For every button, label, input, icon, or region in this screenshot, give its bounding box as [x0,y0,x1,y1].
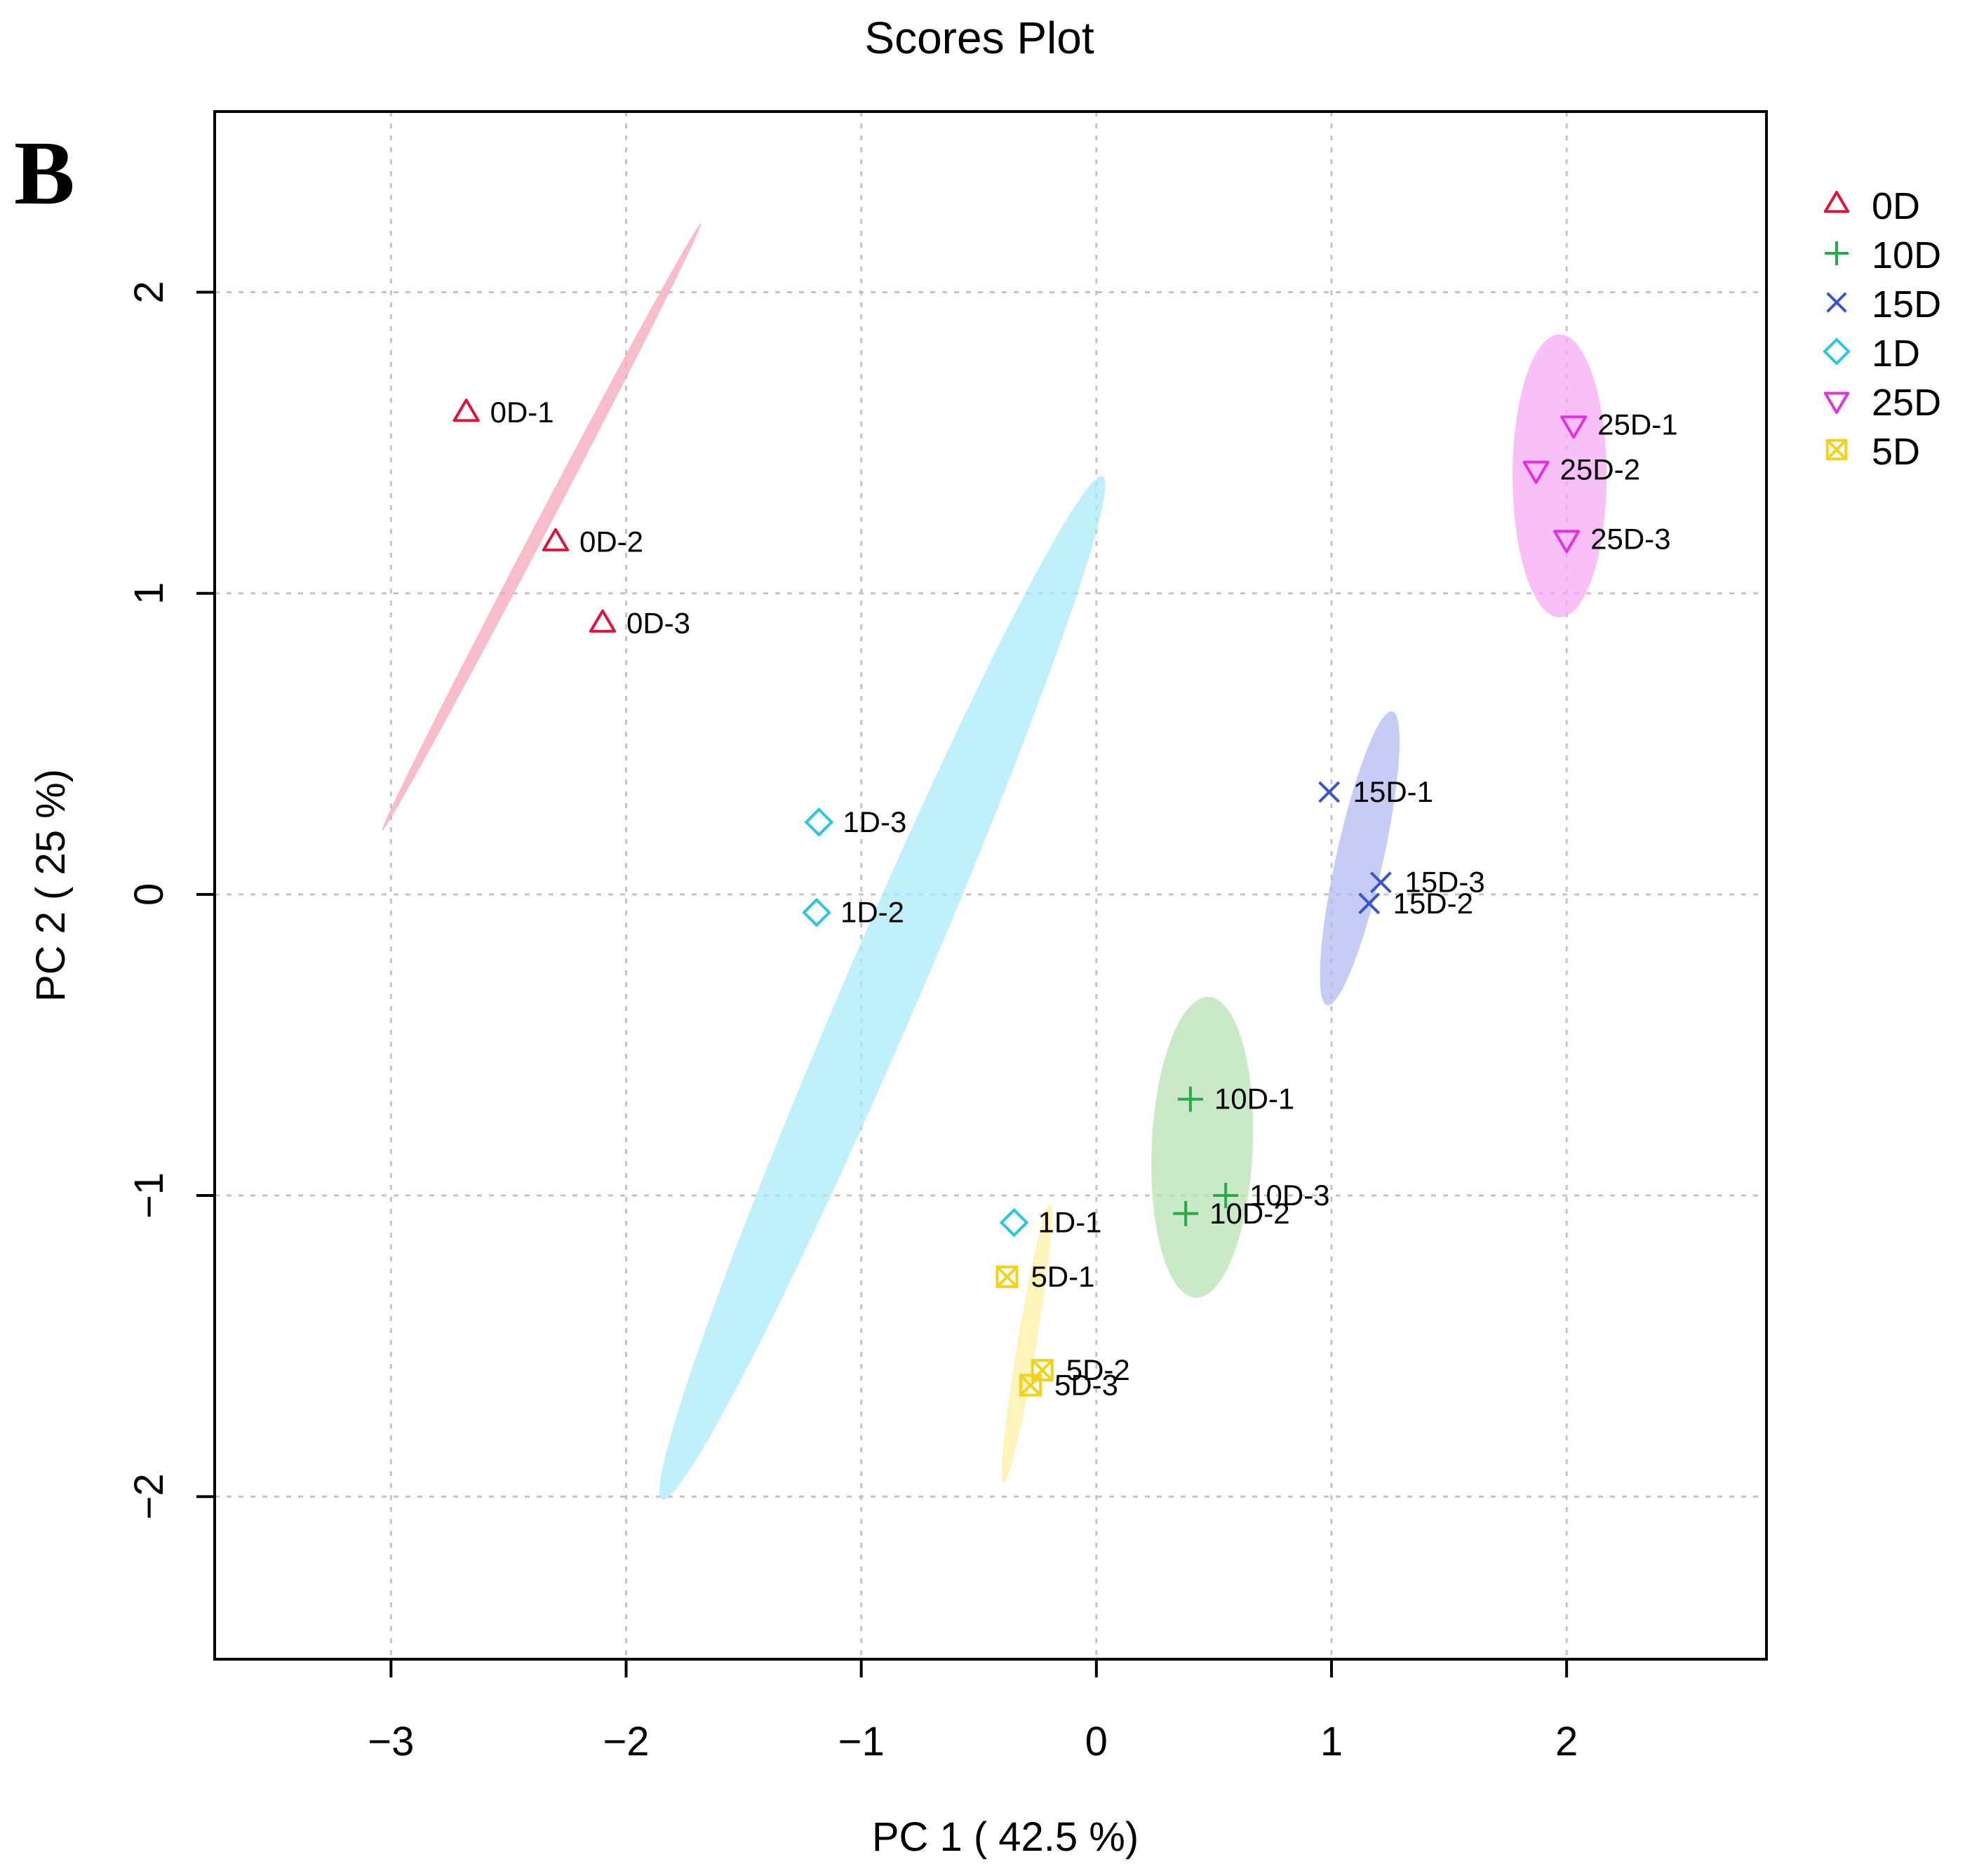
point-1D-2 [802,897,831,927]
legend-marker-25D [1823,391,1850,414]
point-label-25D-2: 25D-2 [1560,453,1640,486]
point-1D-3 [804,808,834,837]
point-label-1D-1: 1D-1 [1038,1206,1102,1239]
x-tick-label: −3 [368,1719,414,1764]
x-tick-label: −1 [838,1719,885,1764]
point-label-10D-1: 10D-1 [1214,1083,1294,1115]
ellipse-5D [1002,1203,1052,1483]
point-label-5D-3: 5D-3 [1054,1368,1118,1401]
point-5D-1 [995,1265,1019,1288]
point-label-10D-2: 10D-2 [1209,1197,1289,1230]
point-25D-3 [1553,530,1581,554]
legend-label-0D: 0D [1872,185,1920,227]
point-label-25D-1: 25D-1 [1597,408,1677,441]
point-label-15D-3: 15D-3 [1404,866,1484,899]
point-label-0D-1: 0D-1 [490,396,554,429]
point-10D-1 [1177,1086,1203,1112]
point-15D-1 [1318,781,1341,803]
point-15D-2 [1358,892,1381,915]
axes: −3 −2 −1 0 1 2 −2 −1 0 1 2 [126,281,1578,1764]
point-label-15D-1: 15D-1 [1353,775,1433,808]
y-axis-label: PC 2 ( 25 %) [28,769,74,1002]
y-tick-label: 1 [126,582,172,605]
legend-label-1D: 1D [1872,333,1920,375]
ellipse-15D [1320,711,1400,1006]
legend-marker-1D [1823,337,1851,366]
point-1D-1 [999,1207,1029,1238]
point-25D-2 [1522,460,1550,484]
legend-marker-0D [1823,191,1850,213]
point-label-0D-3: 0D-3 [626,607,690,640]
x-axis-label: PC 1 ( 42.5 %) [872,1814,1139,1860]
legend-label-15D: 15D [1872,283,1941,326]
point-10D-2 [1173,1200,1199,1226]
point-0D-2 [542,528,570,551]
legend-label-25D: 25D [1872,382,1941,424]
legend-label-5D: 5D [1872,431,1920,473]
y-tick-label: 2 [126,281,172,303]
legend-marker-10D [1825,241,1849,265]
plot-frame [213,110,1768,1661]
ellipse-1D [659,476,1106,1500]
point-label-5D-2: 5D-2 [1066,1353,1130,1386]
x-tick-label: 0 [1085,1719,1108,1764]
point-25D-1 [1560,415,1588,439]
point-5D-2 [1031,1358,1054,1382]
ellipse-25D [1513,334,1607,618]
y-tick-label: −2 [126,1473,172,1520]
point-0D-1 [452,398,480,422]
x-tick-label: 1 [1320,1719,1343,1764]
x-tick-label: −2 [603,1719,649,1764]
ellipse-10D [1151,996,1254,1298]
chart-title: Scores Plot [864,13,1094,63]
legend-label-10D: 10D [1872,234,1941,276]
point-10D-3 [1213,1183,1239,1209]
ellipse-0D [382,223,702,831]
point-0D-3 [589,609,617,633]
legend-marker-15D [1826,292,1847,313]
y-tick-label: −1 [126,1172,172,1219]
point-label-1D-2: 1D-2 [840,896,904,929]
legend-marker-5D [1825,438,1848,461]
point-label-0D-2: 0D-2 [579,525,643,558]
confidence-ellipses [382,223,1607,1500]
point-label-5D-1: 5D-1 [1031,1260,1094,1293]
x-tick-label: 2 [1555,1719,1578,1764]
point-label-25D-3: 25D-3 [1590,522,1670,555]
point-label-15D-2: 15D-2 [1393,887,1473,920]
grid-lines [215,112,1766,1659]
point-label-1D-3: 1D-3 [843,805,906,838]
point-5D-3 [1019,1374,1042,1397]
point-15D-3 [1369,871,1392,894]
legend: 0D 10D 15D 1D 25D 5D [1823,185,1941,473]
panel-label: B [14,123,75,224]
data-points [452,398,1588,1397]
point-label-10D-3: 10D-3 [1249,1179,1329,1212]
y-tick-label: 0 [126,883,172,906]
